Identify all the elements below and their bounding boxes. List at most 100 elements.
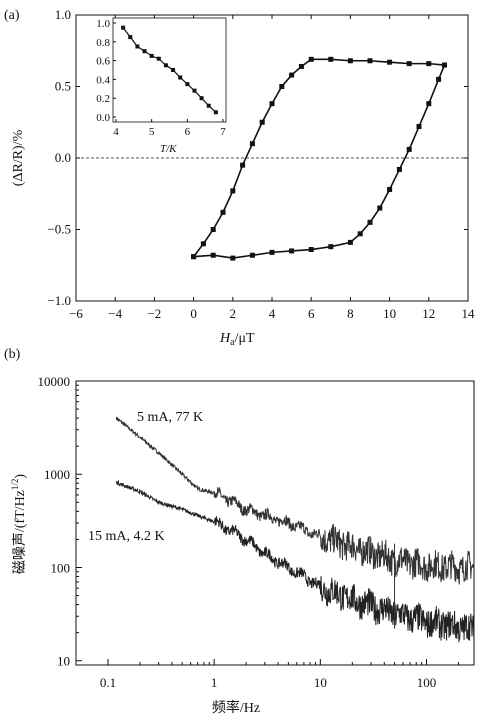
- hysteresis-loop: [191, 56, 447, 261]
- panel-b-y-axis-label: 磁噪声/(fT/Hz1/2): [10, 474, 28, 575]
- loop-point: [347, 58, 353, 64]
- loop-point: [259, 119, 265, 125]
- inset-y-tick-label: 0.6: [96, 56, 110, 68]
- inset-point: [171, 68, 176, 72]
- loop-point: [249, 141, 255, 147]
- panel-b-y-tick-label: 100: [51, 560, 71, 575]
- inset-x-tick-label: 5: [149, 126, 155, 138]
- loop-branch-descending: [193, 64, 446, 259]
- inset-x-ticks: 4 5 6 7: [113, 119, 226, 138]
- panel-b-y-tick-label: 10: [57, 654, 70, 669]
- panel-a-x-tick-label: 10: [383, 306, 396, 321]
- inset-point: [213, 110, 218, 115]
- panel-b-x-ticks: 0.1 1 10 100: [100, 659, 459, 690]
- loop-point: [249, 252, 255, 258]
- loop-point: [210, 227, 216, 232]
- panel-b-x-tick-label: 10: [314, 675, 327, 690]
- loop-point: [328, 244, 334, 250]
- annotation-15ma-4k: 15 mA, 4.2 K: [88, 529, 165, 544]
- inset-y-tick-label: 0.4: [96, 74, 110, 86]
- inset-point: [199, 96, 204, 101]
- inset-curve: [121, 25, 218, 115]
- inset-y-tick-label: 1.0: [96, 18, 110, 30]
- panel-a-y-tick-label: −1.0: [47, 293, 71, 308]
- loop-point: [441, 62, 447, 68]
- inset-y-ticks: 0.0 0.2 0.4 0.6 0.8 1.0: [96, 18, 116, 124]
- panel-a-x-tick-label: 6: [308, 306, 315, 321]
- inset-point: [178, 75, 183, 80]
- loop-point: [308, 56, 314, 62]
- inset-point: [206, 103, 211, 108]
- loop-point: [387, 59, 393, 65]
- panel-a-x-tick-label: −4: [108, 306, 122, 321]
- loop-point: [406, 146, 412, 152]
- panel-b-x-axis-label: 频率/Hz: [212, 699, 260, 716]
- panel-a-x-tick-label: 14: [462, 306, 476, 321]
- inset-point: [163, 63, 168, 68]
- loop-point: [220, 209, 226, 215]
- panel-a-y-tick-label: 0.0: [55, 150, 71, 165]
- panel-a-x-ticks: −6 −4 −2 0 2 4 6 8 10 12 14: [69, 15, 475, 321]
- loop-point: [279, 84, 285, 89]
- noise-spectra: [115, 416, 475, 644]
- inset-point: [156, 56, 161, 61]
- panel-b-label: (b): [4, 347, 21, 362]
- panel-a-x-tick-label: 12: [422, 306, 435, 321]
- inset-x-tick-label: 4: [113, 126, 119, 138]
- noise-series-5ma-77k: [115, 416, 475, 585]
- panel-a-x-tick-label: 4: [269, 306, 276, 321]
- inset-y-tick-label: 0.8: [96, 37, 110, 49]
- loop-point: [347, 239, 353, 245]
- loop-point: [289, 248, 295, 254]
- loop-point: [210, 252, 216, 258]
- loop-point: [289, 72, 295, 78]
- loop-point: [367, 219, 373, 225]
- inset-point: [149, 53, 154, 58]
- inset-point: [121, 25, 126, 30]
- panel-b-frame: [75, 380, 475, 666]
- noise-series-15ma-4k: [115, 479, 475, 644]
- panel-b-x-tick-label: 100: [417, 675, 437, 690]
- panel-a-y-tick-label: −0.5: [47, 222, 71, 237]
- loop-point: [387, 186, 393, 192]
- panel-a-x-axis-label: Ha/μT: [219, 331, 255, 348]
- panel-a-x-tick-label: 8: [347, 306, 354, 321]
- loop-point: [436, 76, 442, 82]
- loop-point: [396, 166, 402, 172]
- loop-branch-ascending: [192, 58, 445, 258]
- loop-point: [426, 101, 432, 107]
- inset-point: [192, 88, 197, 93]
- inset-point: [128, 35, 133, 40]
- inset-x-tick-label: 7: [220, 126, 226, 138]
- loop-point: [367, 58, 373, 64]
- panel-a-y-tick-label: 1.0: [55, 7, 71, 22]
- panel-a-x-tick-label: −2: [147, 306, 161, 321]
- loop-point: [357, 231, 363, 237]
- inset-point: [135, 44, 140, 49]
- loop-point: [230, 188, 236, 194]
- loop-point: [426, 61, 432, 67]
- loop-point: [308, 247, 314, 253]
- inset-x-tick-label: 6: [185, 126, 191, 138]
- inset-point: [142, 49, 147, 54]
- loop-point: [406, 61, 412, 67]
- panel-b-x-tick-label: 1: [211, 675, 218, 690]
- panel-a-y-axis-label: (ΔR/R)/%: [11, 129, 26, 186]
- loop-point: [240, 162, 246, 168]
- inset-y-tick-label: 0.0: [96, 112, 110, 124]
- panel-a-y-tick-label: 0.5: [55, 79, 71, 94]
- loop-point: [230, 255, 236, 261]
- panel-a-x-tick-label: 2: [230, 306, 237, 321]
- loop-point: [269, 249, 275, 255]
- panel-a-x-tick-label: 0: [190, 306, 197, 321]
- panel-b-y-tick-label: 10000: [38, 374, 71, 389]
- panel-b-y-tick-label: 1000: [44, 467, 70, 482]
- panel-b-y-ticks: 10 100 1000 10000: [38, 374, 82, 669]
- panel-a-y-ticks: −1.0 −0.5 0.0 0.5 1.0: [47, 7, 468, 308]
- loop-point: [269, 101, 275, 107]
- loop-point: [377, 205, 383, 211]
- loop-point: [416, 124, 422, 130]
- inset-point: [185, 82, 190, 87]
- annotation-5ma-77k: 5 mA, 77 K: [137, 410, 203, 425]
